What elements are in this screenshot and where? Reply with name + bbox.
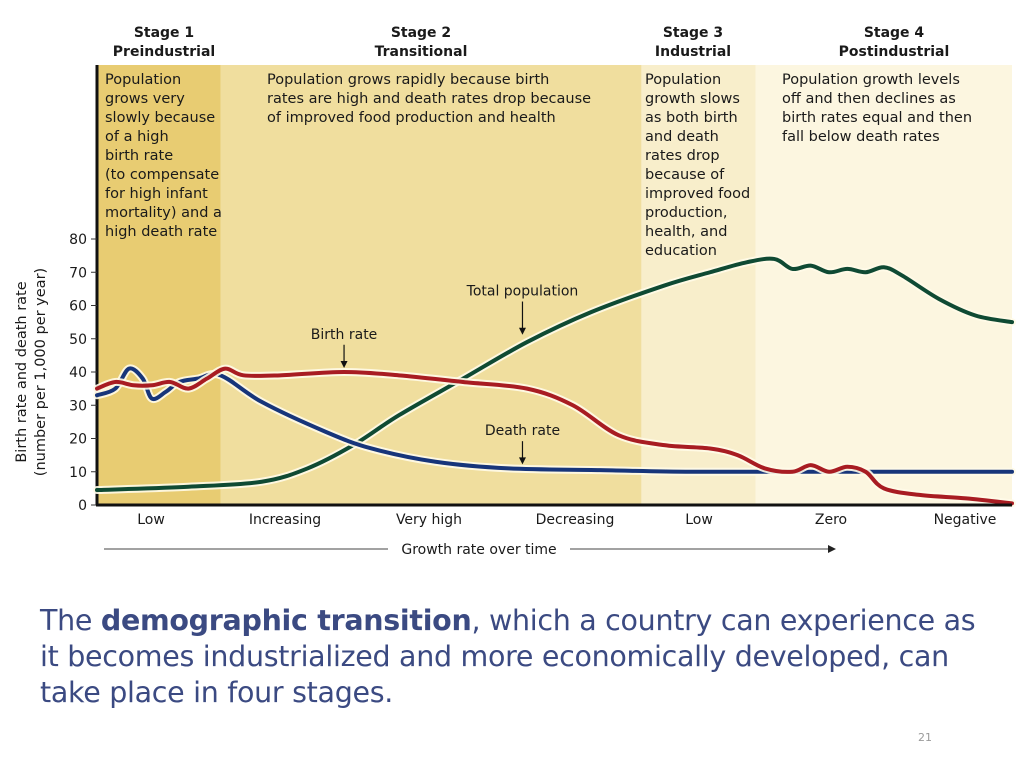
x-axis-label: Growth rate over time xyxy=(104,542,836,558)
y-axis-label: Birth rate and death rate (number per 1,0… xyxy=(14,268,49,476)
stage-1-description-line: grows very xyxy=(105,91,185,107)
stage-3-description-line: because of xyxy=(645,167,725,183)
y-tick-label: 0 xyxy=(78,498,87,514)
stage-2-description-line: of improved food production and health xyxy=(267,110,556,126)
x-category-label: Low xyxy=(137,512,165,528)
death-rate-line xyxy=(95,366,1014,474)
stage-1-description-line: birth rate xyxy=(105,148,173,164)
series-lines xyxy=(93,254,1016,508)
birth-rate-annotation: Birth rate xyxy=(311,327,378,343)
x-category-label: Increasing xyxy=(249,512,321,528)
death-rate-arrow-head xyxy=(518,457,526,465)
stage-descriptions: Population grows very slowly because of a h… xyxy=(105,72,972,259)
x-category-label: Low xyxy=(685,512,713,528)
slide-caption: The demographic transition, which a coun… xyxy=(40,603,1000,711)
x-category-label: Decreasing xyxy=(536,512,615,528)
stage-2-description-line: rates are high and death rates drop beca… xyxy=(267,91,591,107)
stage-bands xyxy=(97,65,1012,505)
stage-4-subtitle: Postindustrial xyxy=(839,44,950,60)
x-category-label: Negative xyxy=(934,512,997,528)
annotations: Birth rate Total population Death rate xyxy=(311,284,579,465)
total-population-arrow-head xyxy=(518,327,526,335)
stage-4-title: Stage 4 xyxy=(864,25,925,41)
caption-prefix: The xyxy=(40,604,101,637)
x-category-label: Zero xyxy=(815,512,847,528)
y-tick-label: 50 xyxy=(69,332,87,348)
y-axis-label-line: Birth rate and death rate xyxy=(14,281,30,462)
stage-1-description-line: (to compensate xyxy=(105,167,219,183)
stage-3-subtitle: Industrial xyxy=(655,44,731,60)
stage-band-2 xyxy=(220,65,642,505)
stage-1-description-line: Population xyxy=(105,72,181,88)
y-axis-label-line: (number per 1,000 per year) xyxy=(33,268,49,476)
stage-1-description-line: mortality) and a xyxy=(105,205,222,221)
stage-3-description-line: rates drop xyxy=(645,148,720,164)
stage-2-title: Stage 2 xyxy=(391,25,451,41)
stage-4-description-line: off and then declines as xyxy=(782,91,956,107)
stage-3-description-line: improved food xyxy=(645,186,750,202)
stage-2-description-line: Population grows rapidly because birth xyxy=(267,72,549,88)
stage-1-subtitle: Preindustrial xyxy=(113,44,215,60)
stage-1-title: Stage 1 xyxy=(134,25,194,41)
stage-1-description-line: high death rate xyxy=(105,224,217,240)
y-tick-label: 60 xyxy=(69,299,87,315)
stage-band-1 xyxy=(97,65,221,505)
death-rate-annotation: Death rate xyxy=(485,423,560,439)
stage-3-description-line: Population xyxy=(645,72,721,88)
stage-1-description-line: for high infant xyxy=(105,186,208,202)
stage-3-description-line: and death xyxy=(645,129,719,145)
stage-3-description-line: growth slows xyxy=(645,91,740,107)
stage-3-description-line: production, xyxy=(645,205,727,221)
birth-rate-arrow-head xyxy=(340,361,348,368)
page-number: 21 xyxy=(918,731,932,744)
stage-1-description-line: slowly because xyxy=(105,110,215,126)
stage-3-description-line: health, and xyxy=(645,224,727,240)
x-axis: Low Increasing Very high Decreasing Low Zero N… xyxy=(96,503,1012,528)
stage-3-title: Stage 3 xyxy=(663,25,723,41)
growth-arrow-head-icon xyxy=(828,545,836,553)
caption-suffix: , which a country can experience as it b… xyxy=(40,604,976,709)
y-tick-label: 20 xyxy=(69,432,87,448)
caption-bold-term: demographic transition xyxy=(100,604,472,637)
y-tick-label: 40 xyxy=(69,365,87,381)
stage-4-description-line: birth rates equal and then xyxy=(782,110,972,126)
stage-2-subtitle: Transitional xyxy=(375,44,468,60)
x-axis-title: Growth rate over time xyxy=(401,542,556,558)
x-category-label: Very high xyxy=(396,512,462,528)
stage-1-description-line: of a high xyxy=(105,129,169,145)
birth-rate-line xyxy=(95,366,1014,506)
stage-3-description-line: education xyxy=(645,243,717,259)
total-population-line xyxy=(95,256,1014,493)
stage-3-description-line: as both birth xyxy=(645,110,738,126)
stage-4-description-line: Population growth levels xyxy=(782,72,960,88)
y-tick-label: 30 xyxy=(69,398,87,414)
y-axis: 0 10 20 30 40 50 60 70 80 xyxy=(69,65,99,514)
stage-headers: Stage 1 Preindustrial Stage 2 Transitional S… xyxy=(113,25,950,60)
y-tick-label: 10 xyxy=(69,465,87,481)
stage-4-description-line: fall below death rates xyxy=(782,129,940,145)
demographic-transition-chart: Stage 1 Preindustrial Stage 2 Transitional S… xyxy=(14,25,1016,558)
total-population-annotation: Total population xyxy=(466,284,579,300)
stage-band-4 xyxy=(755,65,1012,505)
y-tick-label: 80 xyxy=(69,232,87,248)
y-tick-label: 70 xyxy=(69,265,87,281)
